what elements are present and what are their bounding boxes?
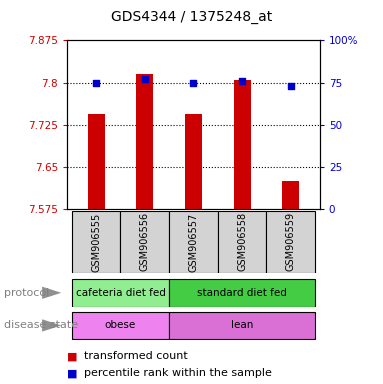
Bar [72, 312, 169, 339]
Text: ■: ■ [67, 351, 77, 361]
Text: GSM906556: GSM906556 [140, 212, 150, 271]
Bar [72, 279, 169, 306]
Point [190, 79, 196, 86]
Bar [72, 211, 121, 273]
Polygon shape [42, 319, 61, 331]
Text: protocol: protocol [4, 288, 49, 298]
Text: ■: ■ [67, 368, 77, 378]
Bar [266, 211, 315, 273]
Point [288, 83, 294, 89]
Bar [282, 181, 299, 209]
Bar [88, 114, 105, 209]
Text: transformed count: transformed count [84, 351, 188, 361]
Bar [218, 211, 266, 273]
Bar [169, 211, 218, 273]
Text: obese: obese [105, 320, 136, 331]
Text: GSM906558: GSM906558 [237, 212, 247, 271]
Text: GSM906555: GSM906555 [91, 212, 101, 271]
Text: standard diet fed: standard diet fed [197, 288, 287, 298]
Text: lean: lean [231, 320, 253, 331]
Bar [136, 74, 153, 209]
Bar [169, 279, 315, 306]
Text: GSM906557: GSM906557 [188, 212, 198, 271]
Point [239, 78, 245, 84]
Point [93, 79, 99, 86]
Bar [121, 211, 169, 273]
Point [142, 76, 148, 82]
Text: GSM906559: GSM906559 [286, 212, 296, 271]
Bar [234, 80, 250, 209]
Text: cafeteria diet fed: cafeteria diet fed [75, 288, 165, 298]
Text: GDS4344 / 1375248_at: GDS4344 / 1375248_at [111, 10, 272, 23]
Bar [169, 312, 315, 339]
Text: disease state: disease state [4, 320, 78, 331]
Polygon shape [42, 286, 61, 299]
Bar [185, 114, 202, 209]
Text: percentile rank within the sample: percentile rank within the sample [84, 368, 272, 378]
